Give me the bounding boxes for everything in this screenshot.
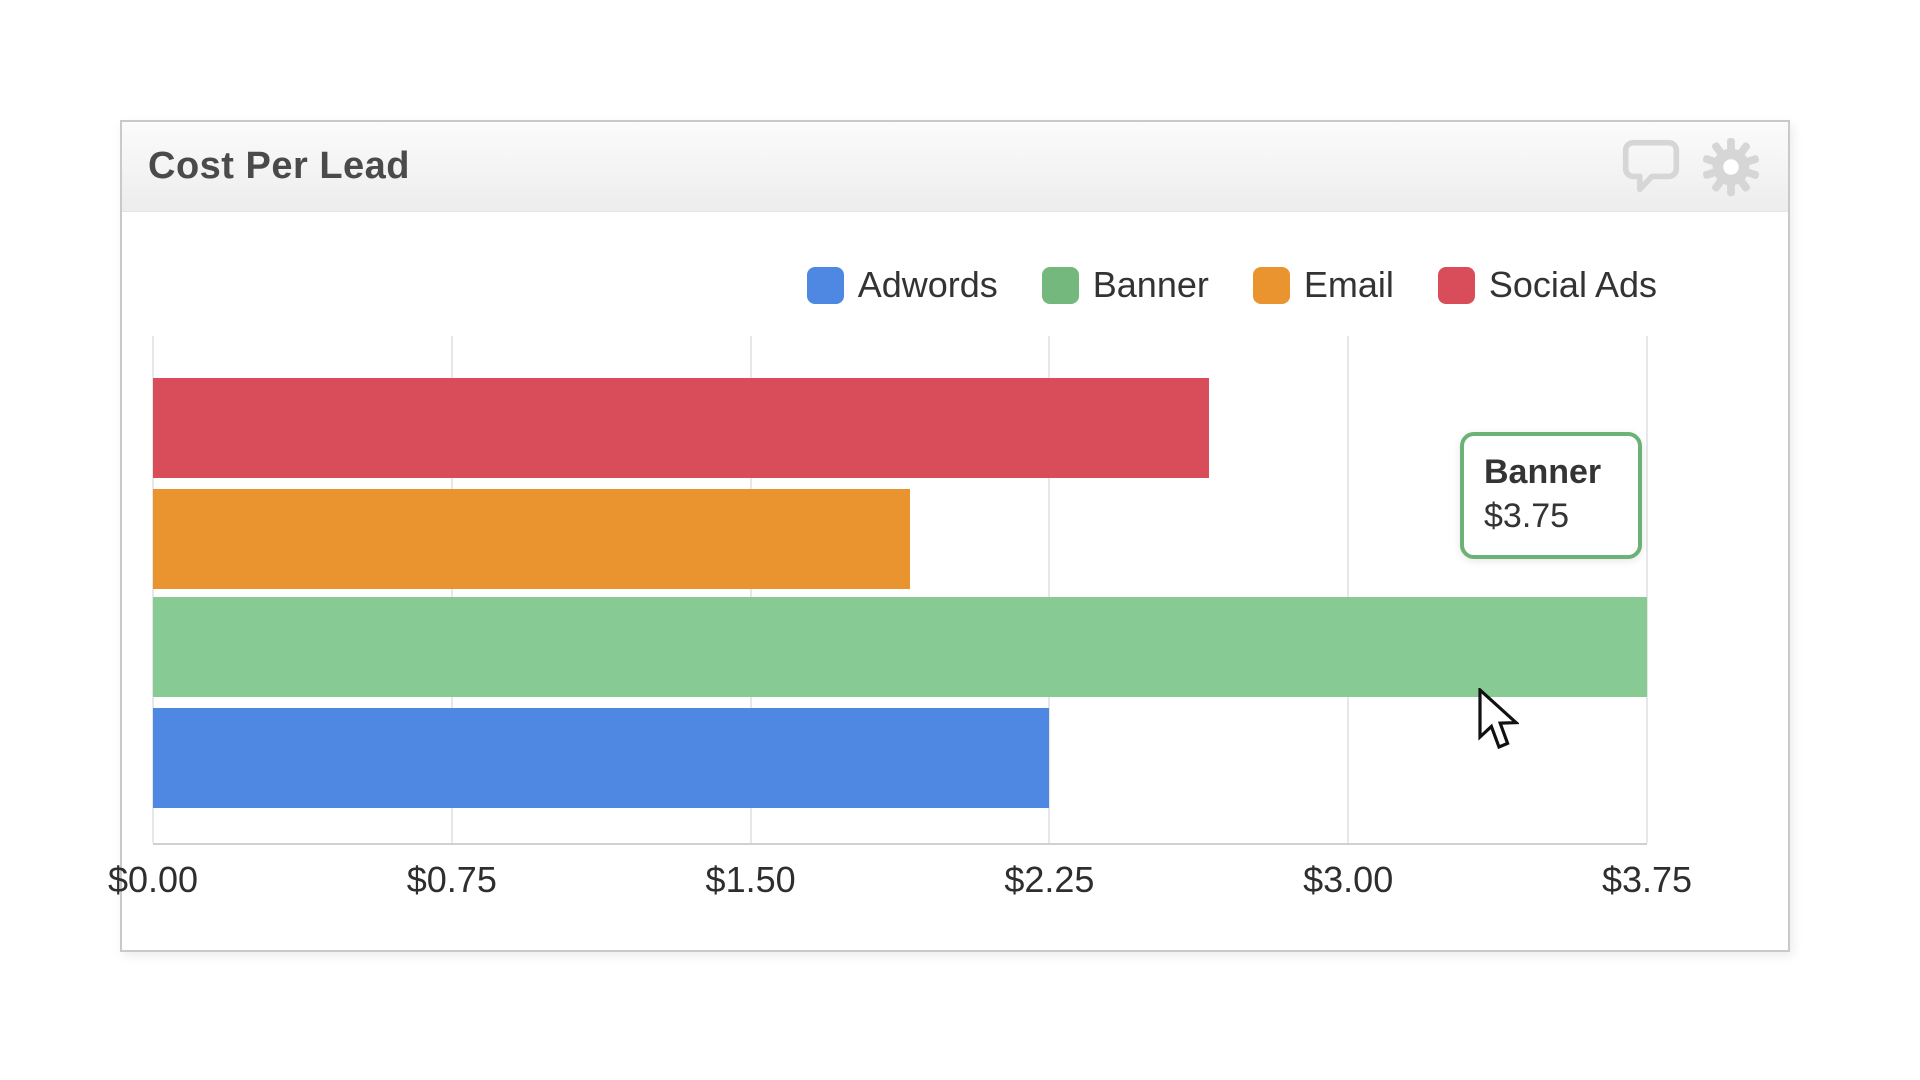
legend-label: Banner [1092,264,1209,305]
tooltip-value: $3.75 [1484,497,1570,536]
legend-swatch [806,266,844,304]
legend-label: Social Ads [1488,264,1657,305]
widget-title: Cost Per Lead [148,145,411,187]
legend-swatch [1041,266,1079,304]
gridline [152,336,154,843]
legend-item-adwords[interactable]: Adwords [806,264,998,306]
gridline [1347,336,1350,843]
legend-label: Email [1303,264,1394,305]
legend-item-banner[interactable]: Banner [1041,264,1209,306]
x-tick-label: $3.75 [1601,859,1693,900]
legend-swatch [1252,266,1290,304]
legend-item-email[interactable]: Email [1252,264,1394,306]
x-tick-label: $0.75 [406,859,497,900]
tooltip: Banner $3.75 [1460,432,1642,559]
x-tick-label: $2.25 [1004,859,1095,900]
tooltip-series-name: Banner [1484,453,1602,491]
bar-banner[interactable] [153,597,1647,697]
x-tick-label: $1.50 [705,859,796,900]
gear-icon[interactable] [1700,136,1762,198]
cost-per-lead-widget: Cost Per Lead [108,120,1790,952]
legend-swatch [1437,266,1475,304]
bar-email[interactable] [153,489,910,589]
mouse-cursor-icon [1477,686,1520,757]
bar-adwords[interactable] [153,708,1050,808]
legend-item-social-ads[interactable]: Social Ads [1437,264,1657,306]
x-axis-labels: $0.00 $0.75 $1.50 $2.25 $3.00 $3.75 [108,859,1692,903]
legend-label: Adwords [857,264,998,305]
x-tick-label: $3.00 [1303,859,1394,900]
legend: Adwords Banner Email Social Ads [806,264,1657,306]
header-icons [1620,136,1762,198]
gridline [450,336,453,843]
bar-social-ads[interactable] [153,378,1209,478]
plot-area [152,336,1648,845]
comment-icon[interactable] [1620,136,1682,198]
x-tick-label: $0.00 [107,859,199,900]
gridline [749,336,752,843]
gridline [1048,336,1051,843]
gridline [1646,336,1648,843]
widget-header: Cost Per Lead [122,122,1788,212]
